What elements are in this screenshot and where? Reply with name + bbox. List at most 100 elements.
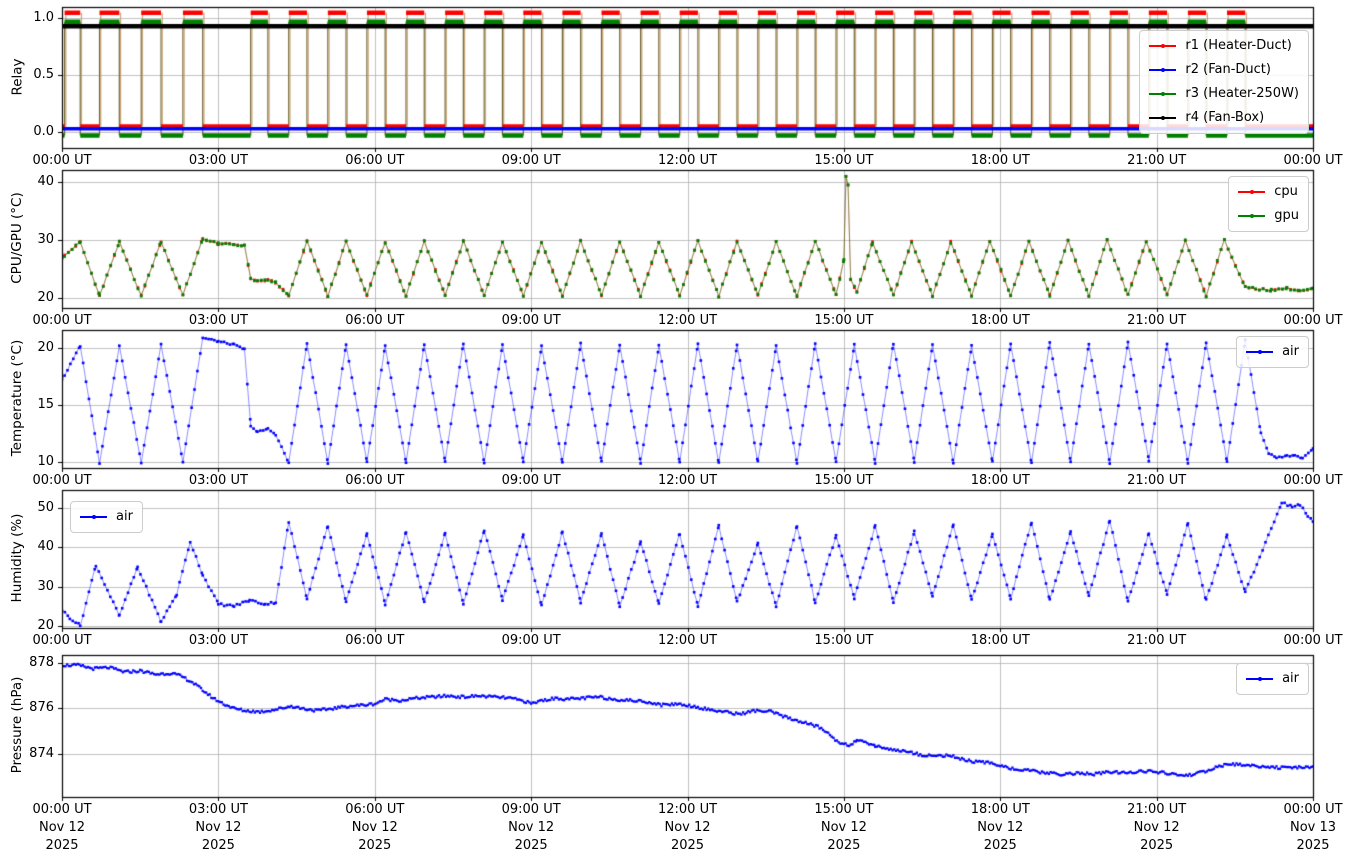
legend-label: r4 (Fan-Box) (1185, 110, 1265, 125)
x-tick-label: 00:00 UT (32, 802, 92, 817)
x-tick-year-label: 2025 (358, 838, 392, 853)
x-tick-year-label: 2025 (983, 838, 1017, 853)
legend-marker-dot (1161, 44, 1166, 48)
x-tick-label: 03:00 UT (188, 313, 248, 328)
legend-line-swatch (1149, 92, 1177, 96)
legend-marker-dot (92, 515, 96, 519)
y-tick-label: 876 (29, 700, 54, 716)
y-tick-label: 20 (37, 340, 54, 356)
y-tick-label: 20 (37, 289, 54, 305)
y-tick-label: 40 (37, 174, 54, 190)
x-tick-label: 18:00 UT (970, 802, 1030, 817)
legend-humidity: air (70, 501, 143, 533)
legend-entry: r4 (Fan-Box) (1149, 106, 1299, 130)
x-tick-date-label: Nov 12 (195, 820, 242, 835)
legend-temperature: air (1236, 336, 1309, 368)
ylabel-pressure: Pressure (hPa) (9, 676, 25, 774)
legend-entry: gpu (1238, 204, 1299, 228)
x-tick-year-label: 2025 (1296, 838, 1330, 853)
y-tick-label: 30 (37, 231, 54, 247)
x-tick-label: 00:00 UT (1283, 473, 1343, 488)
legend-label: cpu (1274, 184, 1298, 199)
x-tick-date-label: Nov 12 (664, 820, 711, 835)
x-tick-date-label: Nov 12 (38, 820, 86, 835)
y-tick-label: 874 (29, 745, 54, 761)
x-tick-label: 12:00 UT (657, 153, 718, 168)
legend-marker-dot (1258, 350, 1263, 354)
x-tick-label: 21:00 UT (1127, 313, 1187, 328)
legend-line-swatch (80, 515, 107, 519)
legend-entry: r3 (Heater-250W) (1149, 82, 1299, 106)
x-tick-label: 15:00 UT (814, 802, 874, 817)
x-tick-date-label: Nov 12 (351, 820, 398, 835)
x-tick-label: 03:00 UT (188, 153, 248, 168)
x-tick-label: 06:00 UT (345, 313, 405, 328)
x-tick-label: 00:00 UT (32, 473, 92, 488)
legend-line-swatch (1149, 68, 1177, 72)
legend-entry: r1 (Heater-Duct) (1149, 34, 1299, 58)
legend-label: air (116, 509, 133, 524)
x-tick-label: 06:00 UT (345, 473, 405, 488)
x-tick-year-label: 2025 (45, 838, 79, 853)
y-tick-label: 1.0 (33, 10, 54, 26)
x-tick-year-label: 2025 (1140, 838, 1174, 853)
legend-label: air (1282, 344, 1299, 359)
x-tick-label: 00:00 UT (32, 313, 92, 328)
legend-line-swatch (1246, 350, 1274, 354)
x-tick-label: 15:00 UT (814, 313, 874, 328)
x-tick-label: 18:00 UT (970, 153, 1030, 168)
legend-label: gpu (1274, 208, 1299, 223)
legend-line-swatch (1238, 190, 1266, 194)
legend-entry: air (80, 505, 133, 529)
legend-label: r1 (Heater-Duct) (1185, 38, 1292, 53)
x-tick-label: 06:00 UT (345, 802, 405, 817)
legend-entry: air (1246, 667, 1299, 691)
legend-pressure: air (1236, 663, 1309, 695)
x-tick-label: 21:00 UT (1127, 153, 1187, 168)
x-tick-label: 09:00 UT (501, 473, 561, 488)
y-tick-label: 30 (37, 578, 54, 594)
x-tick-label: 21:00 UT (1127, 802, 1187, 817)
x-tick-label: 18:00 UT (970, 473, 1030, 488)
x-tick-label: 06:00 UT (345, 633, 405, 648)
x-tick-label: 00:00 UT (1283, 633, 1343, 648)
x-tick-label: 18:00 UT (970, 633, 1030, 648)
x-tick-label: 12:00 UT (657, 313, 718, 328)
y-tick-label: 0.0 (33, 124, 54, 140)
y-tick-label: 50 (37, 500, 54, 516)
x-tick-date-label: Nov 13 (1289, 820, 1337, 835)
x-tick-label: 00:00 UT (32, 153, 92, 168)
legend-line-swatch (1149, 44, 1177, 48)
y-tick-label: 40 (37, 539, 54, 555)
x-tick-label: 03:00 UT (188, 473, 248, 488)
x-tick-year-label: 2025 (827, 838, 861, 853)
x-tick-label: 00:00 UT (1283, 153, 1343, 168)
x-tick-label: 09:00 UT (501, 633, 561, 648)
x-tick-label: 12:00 UT (657, 473, 718, 488)
x-tick-label: 09:00 UT (501, 313, 561, 328)
x-tick-label: 00:00 UT (32, 633, 92, 648)
x-tick-year-label: 2025 (670, 838, 705, 853)
legend-line-swatch (1238, 214, 1266, 218)
legend-marker-dot (1258, 677, 1263, 681)
y-tick-label: 10 (37, 453, 54, 469)
legend-marker-dot (1161, 116, 1166, 120)
x-tick-label: 00:00 UT (1283, 313, 1343, 328)
legend-relay: r1 (Heater-Duct) r2 (Fan-Duct) r3 (Heater-… (1139, 30, 1309, 134)
legend-entry: air (1246, 340, 1299, 364)
x-tick-label: 09:00 UT (501, 802, 561, 817)
legend-line-swatch (1149, 116, 1177, 120)
x-tick-label: 06:00 UT (345, 153, 405, 168)
x-tick-label: 12:00 UT (657, 802, 718, 817)
x-tick-date-label: Nov 12 (977, 820, 1024, 835)
legend-line-swatch (1246, 677, 1274, 681)
x-tick-label: 03:00 UT (188, 802, 248, 817)
y-tick-label: 0.5 (33, 67, 54, 83)
y-tick-label: 878 (29, 654, 54, 670)
x-tick-label: 18:00 UT (970, 313, 1030, 328)
legend-marker-dot (1250, 214, 1255, 218)
x-tick-date-label: Nov 12 (1133, 820, 1180, 835)
x-tick-date-label: Nov 12 (820, 820, 867, 835)
x-tick-label: 15:00 UT (814, 473, 874, 488)
